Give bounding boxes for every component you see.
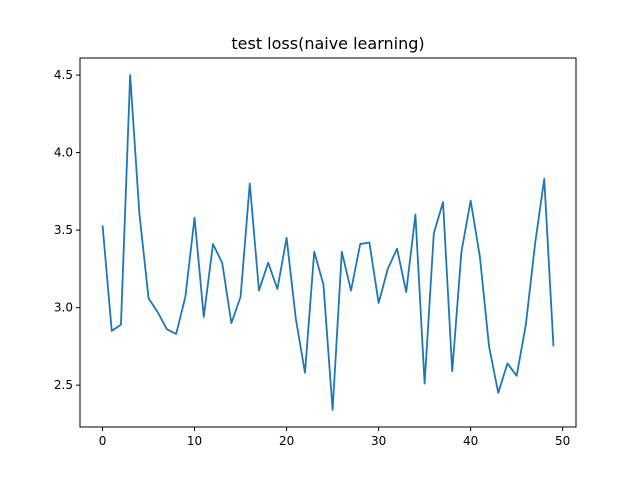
plot-frame [79, 57, 577, 428]
y-tick-label: 4.5 [54, 68, 73, 82]
series-line-group [101, 74, 555, 411]
x-tick-label: 50 [555, 434, 570, 448]
chart-title: test loss(naive learning) [231, 34, 424, 53]
x-tick-label: 30 [371, 434, 386, 448]
y-tick-label: 4.0 [54, 146, 73, 160]
y-tick-label: 2.5 [54, 378, 73, 392]
series-line-0 [101, 74, 555, 411]
x-tick-label: 10 [187, 434, 202, 448]
x-tick-label: 0 [99, 434, 107, 448]
y-tick-label: 3.5 [54, 223, 73, 237]
x-tick-label: 40 [463, 434, 478, 448]
x-tick-label: 20 [279, 434, 294, 448]
y-tick-label: 3.0 [54, 301, 73, 315]
y-axis: 2.5 3.0 3.5 4.0 4.5 [54, 68, 80, 392]
x-axis: 0 10 20 30 40 50 [99, 427, 570, 448]
